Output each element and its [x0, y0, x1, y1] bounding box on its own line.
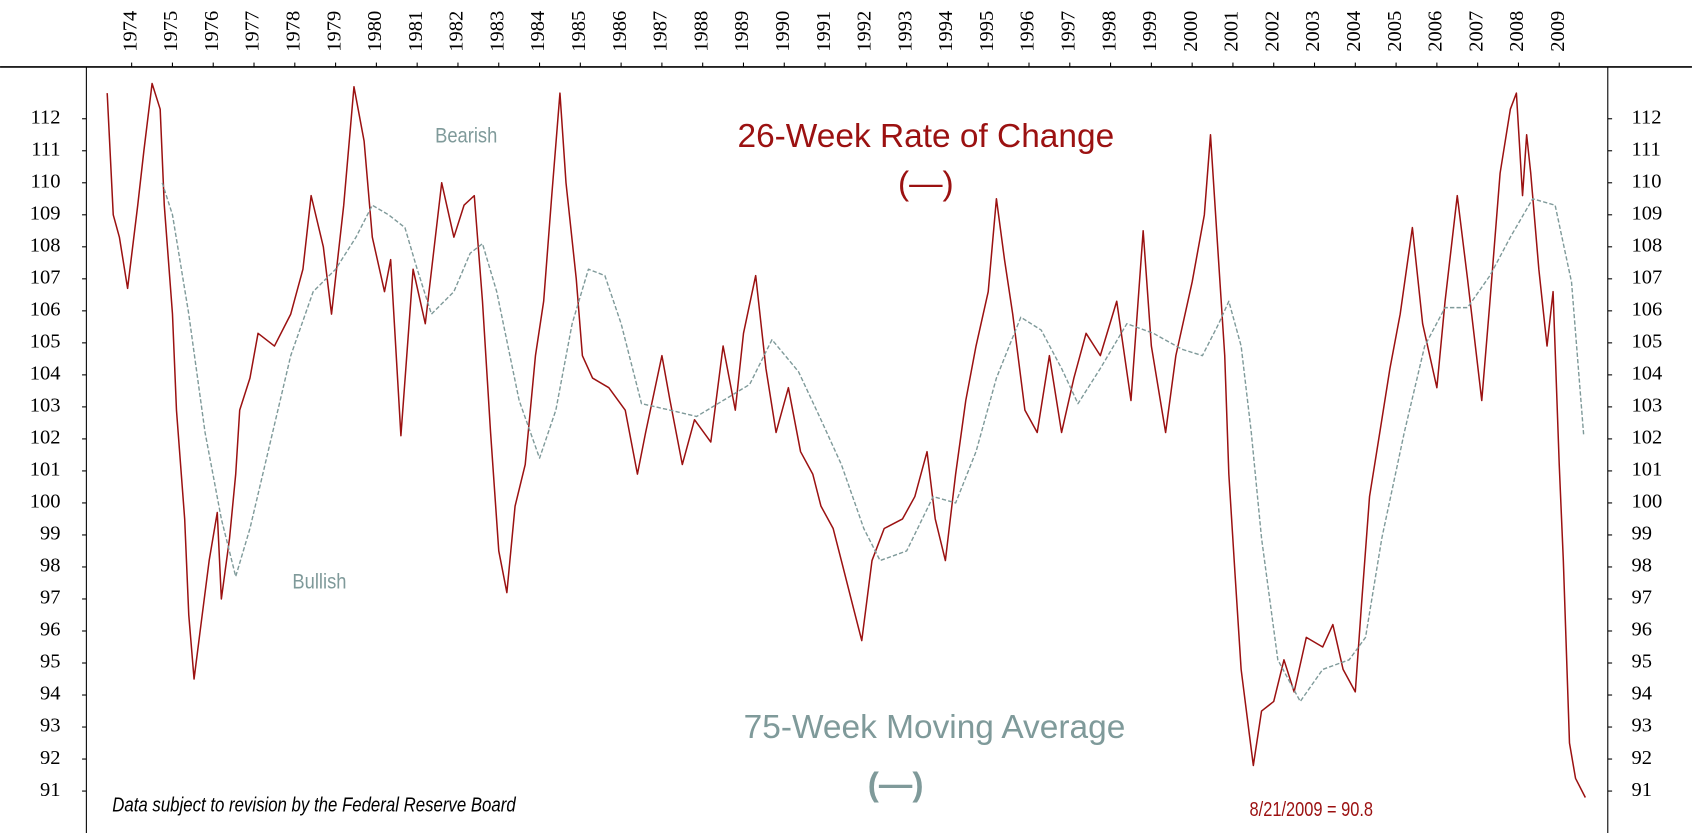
- y-tick-label: 105: [30, 331, 61, 353]
- y-tick-label: 107: [30, 267, 61, 289]
- x-tick-label: 1977: [242, 11, 264, 52]
- x-tick-label: 1999: [1139, 11, 1161, 52]
- series-line: [161, 182, 1585, 703]
- y2-tick-label: 101: [1632, 459, 1663, 481]
- x-tick-label: 1996: [1017, 11, 1039, 52]
- y2-tick-label: 96: [1632, 619, 1653, 641]
- y2-tick-label: 110: [1632, 170, 1662, 192]
- y2-tick-label: 99: [1632, 523, 1653, 545]
- y-tick-label: 93: [40, 715, 61, 737]
- x-tick-label: 2002: [1261, 11, 1283, 52]
- x-tick-label: 1987: [650, 11, 672, 52]
- y-tick-label: 100: [30, 491, 61, 513]
- y-tick-label: 101: [30, 459, 61, 481]
- y-tick-label: 98: [40, 555, 61, 577]
- y-tick-label: 97: [40, 587, 61, 609]
- y2-tick-label: 112: [1632, 106, 1662, 128]
- x-tick-label: 1997: [1057, 11, 1079, 52]
- y-tick-label: 103: [30, 395, 61, 417]
- y-tick-label: 108: [30, 235, 61, 257]
- x-tick-label: 2000: [1180, 11, 1202, 52]
- y-tick-label: 104: [30, 363, 61, 385]
- x-tick-label: 1979: [323, 11, 345, 52]
- y2-tick-label: 107: [1632, 267, 1663, 289]
- y-tick-label: 96: [40, 619, 61, 641]
- y-tick-label: 111: [31, 138, 60, 160]
- y2-tick-label: 103: [1632, 395, 1663, 417]
- annotation: Bearish: [435, 124, 497, 148]
- x-tick-label: 1995: [976, 11, 998, 52]
- y-tick-label: 109: [30, 203, 61, 225]
- y2-tick-label: 92: [1632, 747, 1653, 769]
- x-tick-label: 1982: [446, 11, 468, 52]
- y-tick-label: 94: [40, 683, 61, 705]
- y2-tick-label: 95: [1632, 651, 1653, 673]
- y2-tick-label: 105: [1632, 331, 1663, 353]
- x-tick-label: 2008: [1506, 11, 1528, 52]
- y-tick-label: 99: [40, 523, 61, 545]
- y2-tick-label: 104: [1632, 363, 1663, 385]
- x-tick-label: 1983: [486, 11, 508, 52]
- y-tick-label: 106: [30, 299, 61, 321]
- annotation: Bullish: [292, 570, 346, 594]
- annotation: 8/21/2009 = 90.8: [1250, 797, 1373, 820]
- x-tick-label: 2004: [1343, 11, 1365, 52]
- series-line: [106, 82, 1587, 798]
- x-tick-label: 1981: [405, 11, 427, 52]
- y2-tick-label: 97: [1632, 587, 1653, 609]
- x-tick-label: 1993: [894, 11, 916, 52]
- x-tick-label: 1992: [854, 11, 876, 52]
- y-tick-label: 102: [30, 427, 61, 449]
- y2-tick-label: 102: [1632, 427, 1663, 449]
- y2-tick-label: 106: [1632, 299, 1663, 321]
- x-tick-label: 1984: [527, 11, 549, 52]
- x-tick-label: 1976: [201, 11, 223, 52]
- y2-tick-label: 91: [1632, 779, 1653, 801]
- x-tick-label: 1980: [364, 11, 386, 52]
- y2-tick-label: 93: [1632, 715, 1653, 737]
- x-tick-label: 2005: [1384, 11, 1406, 52]
- y2-tick-label: 100: [1632, 491, 1663, 513]
- y-tick-label: 92: [40, 747, 61, 769]
- x-tick-label: 1975: [160, 11, 182, 52]
- y-tick-label: 110: [30, 170, 60, 192]
- x-tick-label: 2007: [1465, 11, 1487, 52]
- annotation: (—): [898, 165, 954, 202]
- y2-tick-label: 111: [1632, 138, 1661, 160]
- x-tick-label: 1989: [731, 11, 753, 52]
- y2-tick-label: 109: [1632, 203, 1663, 225]
- y-tick-label: 91: [40, 779, 61, 801]
- y-tick-label: 95: [40, 651, 61, 673]
- x-tick-label: 1986: [609, 11, 631, 52]
- x-tick-label: 2006: [1425, 11, 1447, 52]
- x-tick-label: 1985: [568, 11, 590, 52]
- x-tick-label: 1974: [119, 11, 141, 52]
- x-tick-label: 1990: [772, 11, 794, 52]
- x-tick-label: 1998: [1098, 11, 1120, 52]
- series-label: 26-Week Rate of Change: [737, 118, 1114, 155]
- x-tick-label: 2009: [1547, 11, 1569, 52]
- y2-tick-label: 98: [1632, 555, 1653, 577]
- x-tick-label: 1988: [690, 11, 712, 52]
- x-tick-label: 1978: [283, 11, 305, 52]
- x-tick-label: 2001: [1221, 11, 1243, 52]
- series-label: 75-Week Moving Average: [744, 709, 1126, 746]
- x-tick-label: 1994: [935, 11, 957, 52]
- x-tick-label: 2003: [1302, 11, 1324, 52]
- y2-tick-label: 108: [1632, 235, 1663, 257]
- x-tick-label: 1991: [813, 11, 835, 52]
- annotation: (—): [868, 766, 924, 803]
- y2-tick-label: 94: [1632, 683, 1653, 705]
- annotation: Data subject to revision by the Federal …: [112, 793, 516, 816]
- y-tick-label: 112: [30, 106, 60, 128]
